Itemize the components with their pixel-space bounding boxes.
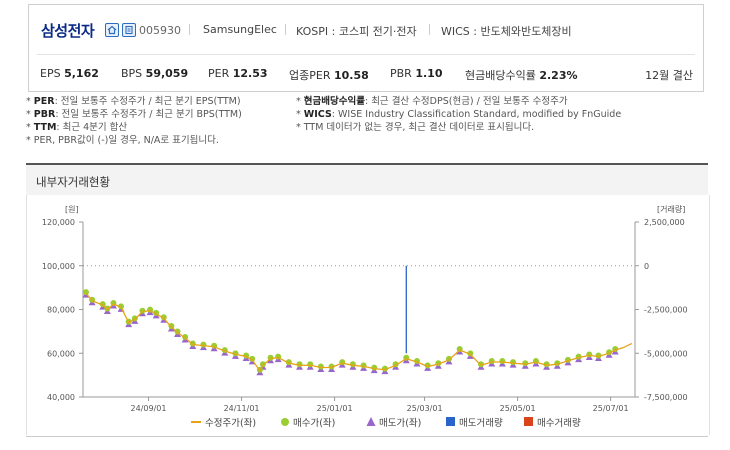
right-tick-label: -5,000,000 bbox=[644, 349, 688, 358]
divider bbox=[285, 24, 286, 35]
legend-label: 매도거래량 bbox=[459, 417, 503, 429]
metric-bps: BPS 59,059 bbox=[121, 67, 189, 80]
footnote: * 현금배당수익률: 최근 결산 수정DPS(현금) / 전일 보통주 수정주가 bbox=[296, 96, 568, 107]
metrics-row: EPS 5,162 BPS 59,059 PER 12.53 업종PER 10.… bbox=[29, 60, 703, 85]
company-name[interactable]: 삼성전자 bbox=[41, 22, 95, 40]
left-tick-label: 120,000 bbox=[42, 218, 75, 227]
buy-price-marker bbox=[249, 355, 256, 362]
divider bbox=[189, 24, 190, 35]
buy-price-marker bbox=[83, 289, 89, 296]
english-name: SamsungElec bbox=[203, 23, 277, 36]
right-tick-label: -7,500,000 bbox=[644, 393, 688, 402]
buy-price-marker bbox=[510, 359, 517, 366]
metric-per: PER 12.53 bbox=[208, 67, 268, 80]
legend-label: 매수거래량 bbox=[537, 417, 581, 429]
footnote: * PER, PBR값이 (-)일 경우, N/A로 표기됩니다. bbox=[26, 135, 219, 146]
metric-eps: EPS 5,162 bbox=[40, 67, 99, 80]
right-tick-label: 0 bbox=[644, 262, 649, 271]
section-header: 내부자거래현황 bbox=[26, 165, 708, 195]
section-divider bbox=[26, 163, 708, 165]
footnote: * PBR: 전일 보통주 수정주가 / 최근 분기 BPS(TTM) bbox=[26, 109, 242, 120]
metric-industry-per: 업종PER 10.58 bbox=[289, 69, 369, 82]
market-classification: KOSPI : 코스피 전기·전자 bbox=[296, 25, 417, 38]
x-tick-label: 24/09/01 bbox=[131, 404, 167, 413]
left-tick-label: 100,000 bbox=[42, 262, 75, 271]
fiscal-settlement: 12월 결산 bbox=[645, 69, 693, 82]
legend-label: 수정주가(좌) bbox=[205, 418, 256, 429]
right-tick-label: -2,500,000 bbox=[644, 306, 688, 315]
home-icon[interactable] bbox=[105, 23, 119, 37]
legend-label: 매도가(좌) bbox=[379, 418, 421, 429]
divider bbox=[26, 436, 708, 437]
chart-canvas: [원] [거래량] 120,000 100,000 80,000 60,000 40,000… bbox=[42, 204, 688, 429]
buy-price-marker bbox=[104, 305, 111, 312]
footnote: * TTM: 최근 4분기 합산 bbox=[26, 122, 128, 133]
buy-price-marker bbox=[478, 361, 485, 368]
buy-price-marker bbox=[259, 361, 266, 368]
left-tick-label: 60,000 bbox=[47, 349, 75, 358]
footnote: * TTM 데이터가 없는 경우, 최근 결산 데이터로 표시됩니다. bbox=[296, 122, 535, 133]
report-icon[interactable] bbox=[122, 23, 136, 37]
divider bbox=[429, 24, 430, 35]
x-tick-label: 25/03/01 bbox=[407, 404, 443, 413]
legend-label: 매수가(좌) bbox=[293, 418, 335, 429]
left-tick-label: 80,000 bbox=[47, 306, 75, 315]
metric-dividend-yield: 현금배당수익률 2.23% bbox=[465, 69, 578, 82]
buy-price-marker bbox=[200, 341, 207, 348]
legend-marker bbox=[366, 417, 376, 426]
ticker-code: 005930 bbox=[139, 24, 181, 37]
legend-marker bbox=[524, 417, 533, 426]
wics-classification: WICS : 반도체와반도체장비 bbox=[441, 25, 572, 38]
right-axis-title: [거래량] bbox=[657, 204, 685, 214]
x-tick-label: 25/05/01 bbox=[500, 404, 536, 413]
footnote: * WICS: WISE Industry Classification Sta… bbox=[296, 109, 622, 120]
right-tick-label: 2,500,000 bbox=[644, 218, 685, 227]
buy-price-marker bbox=[118, 303, 125, 310]
buy-price-marker bbox=[160, 314, 167, 321]
company-summary-box: 삼성전자 005930 SamsungElec KOSPI : 코스피 전기·전… bbox=[28, 4, 704, 92]
adjusted-price-line bbox=[85, 292, 633, 373]
buy-price-marker bbox=[467, 350, 474, 357]
company-header-row: 삼성전자 005930 SamsungElec KOSPI : 코스피 전기·전… bbox=[29, 5, 703, 54]
x-tick-label: 24/11/01 bbox=[224, 404, 260, 413]
x-tick-label: 25/07/01 bbox=[593, 404, 629, 413]
insider-trading-chart: [원] [거래량] 120,000 100,000 80,000 60,000 40,000… bbox=[26, 195, 710, 435]
buy-price-marker bbox=[595, 352, 602, 359]
legend-marker bbox=[281, 418, 289, 426]
legend-marker bbox=[446, 417, 455, 426]
divider bbox=[37, 54, 695, 55]
buy-price-marker bbox=[139, 307, 146, 314]
section-title: 내부자거래현황 bbox=[36, 175, 111, 189]
buy-price-marker bbox=[499, 358, 506, 364]
buy-price-marker bbox=[586, 351, 593, 358]
metric-pbr: PBR 1.10 bbox=[390, 67, 443, 80]
left-axis-title: [원] bbox=[65, 205, 79, 214]
footnote: * PER: 전일 보통주 수정주가 / 최근 분기 EPS(TTM) bbox=[26, 96, 241, 107]
buy-price-marker bbox=[424, 362, 431, 369]
left-tick-label: 40,000 bbox=[47, 393, 75, 402]
x-tick-label: 25/01/01 bbox=[317, 404, 353, 413]
